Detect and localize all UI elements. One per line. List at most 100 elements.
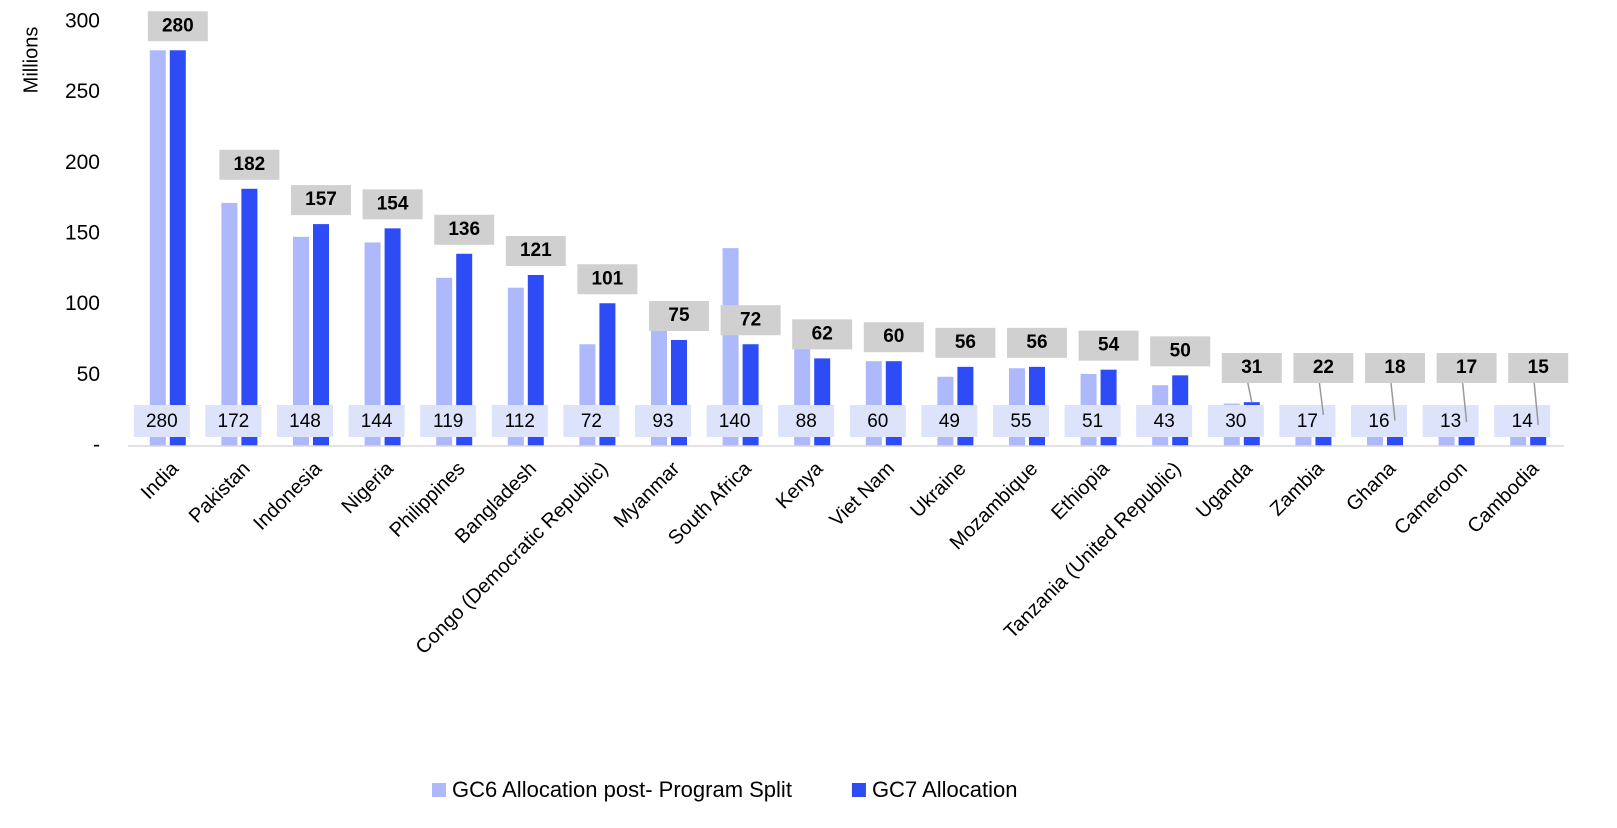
- value-label-box: [935, 327, 996, 358]
- x-tick-label: Ghana: [1342, 457, 1401, 516]
- value-label-box: [420, 405, 477, 437]
- bar: [149, 50, 166, 447]
- value-label-box: [1293, 353, 1354, 383]
- x-tick-label: Kenya: [772, 457, 828, 513]
- value-label-box: [635, 405, 691, 437]
- value-label: 15: [1528, 357, 1550, 378]
- x-tick-label: Zambia: [1266, 457, 1329, 520]
- value-label: 14: [1512, 411, 1534, 432]
- value-label: 157: [305, 189, 337, 210]
- value-label: 121: [520, 240, 552, 261]
- value-label-box: [563, 405, 620, 437]
- value-label: 182: [234, 154, 266, 175]
- value-label-box: [993, 405, 1049, 437]
- legend-label: GC6 Allocation post- Program Split: [452, 777, 792, 802]
- y-axis-label: Millions: [20, 27, 42, 94]
- value-label: 60: [867, 411, 888, 432]
- value-label: 148: [289, 411, 321, 432]
- x-tick-label: Cameroon: [1390, 458, 1472, 540]
- value-label: 75: [668, 305, 690, 326]
- value-label-box: [778, 405, 835, 437]
- leader-line: [1318, 382, 1325, 415]
- bar: [436, 277, 453, 446]
- bar: [293, 236, 309, 446]
- x-tick-label: India: [137, 457, 184, 504]
- value-label-box: [1007, 327, 1067, 358]
- value-label-box: [1064, 405, 1121, 437]
- value-label: 154: [377, 193, 409, 214]
- x-tick-label: Ukraine: [906, 458, 970, 522]
- value-label: 17: [1297, 411, 1318, 432]
- value-label: 101: [592, 268, 624, 289]
- x-tick-label: Viet Nam: [826, 458, 899, 531]
- value-label: 18: [1384, 357, 1405, 378]
- value-label-box: [1422, 405, 1479, 437]
- bar: [221, 202, 238, 446]
- bar: [241, 188, 258, 447]
- value-label-box: [706, 405, 763, 437]
- value-label-box: [205, 405, 262, 437]
- legend-swatch: [432, 783, 446, 797]
- value-label-box: [491, 405, 548, 437]
- value-label: 56: [1026, 332, 1047, 353]
- value-label: 54: [1098, 335, 1120, 356]
- leader-line: [1247, 382, 1253, 403]
- value-label-box: [1207, 405, 1264, 437]
- value-label: 50: [1170, 340, 1191, 361]
- legend-label: GC7 Allocation: [872, 777, 1018, 802]
- x-tick-label: Pakistan: [185, 458, 255, 528]
- x-tick-label: Cambodia: [1463, 457, 1544, 538]
- x-tick-label: Ethiopia: [1047, 457, 1114, 524]
- value-label-box: [1078, 330, 1139, 361]
- y-tick-label: 250: [65, 80, 100, 103]
- value-label-box: [792, 319, 853, 350]
- value-label-box: [1136, 405, 1193, 437]
- x-tick-label: Indonesia: [249, 457, 327, 535]
- value-label: 55: [1010, 411, 1031, 432]
- value-label-box: [434, 214, 495, 245]
- value-label-box: [219, 149, 280, 180]
- x-tick-label: Nigeria: [338, 457, 399, 518]
- value-label: 13: [1440, 411, 1461, 432]
- bar: [456, 253, 473, 446]
- value-label: 136: [448, 219, 480, 240]
- value-label-box: [577, 264, 638, 295]
- bar: [527, 274, 544, 446]
- leader-line: [1533, 382, 1539, 425]
- value-label-box: [147, 11, 208, 42]
- value-label-box: [133, 405, 190, 437]
- value-label-box: [1494, 405, 1551, 437]
- value-label: 49: [939, 411, 960, 432]
- value-label-box: [277, 405, 333, 437]
- value-label-box: [362, 189, 423, 220]
- value-label: 22: [1313, 357, 1334, 378]
- value-label-box: [1351, 405, 1407, 437]
- bar: [384, 228, 401, 446]
- y-tick-label: 100: [65, 292, 100, 315]
- leader-line: [1390, 382, 1396, 421]
- value-label-box: [505, 235, 566, 266]
- value-label: 172: [218, 411, 250, 432]
- x-tick-label: Uganda: [1192, 457, 1258, 523]
- value-label: 62: [812, 323, 833, 344]
- bar: [313, 224, 329, 446]
- value-label: 72: [740, 309, 761, 330]
- value-label-box: [649, 301, 709, 331]
- value-label: 119: [433, 411, 463, 432]
- y-tick-label: 150: [65, 222, 100, 245]
- y-tick-label: -: [93, 434, 100, 457]
- value-label: 144: [361, 411, 393, 432]
- legend-swatch: [851, 783, 866, 797]
- value-label-box: [1508, 353, 1569, 383]
- y-tick-label: 200: [65, 151, 100, 174]
- value-label: 280: [162, 15, 194, 36]
- value-label-box: [720, 305, 781, 336]
- value-label: 88: [796, 411, 817, 432]
- value-label: 72: [581, 411, 602, 432]
- value-label: 30: [1225, 411, 1246, 432]
- value-label: 93: [652, 411, 673, 432]
- value-label: 140: [719, 411, 751, 432]
- value-label: 16: [1368, 411, 1389, 432]
- value-label: 31: [1241, 357, 1263, 378]
